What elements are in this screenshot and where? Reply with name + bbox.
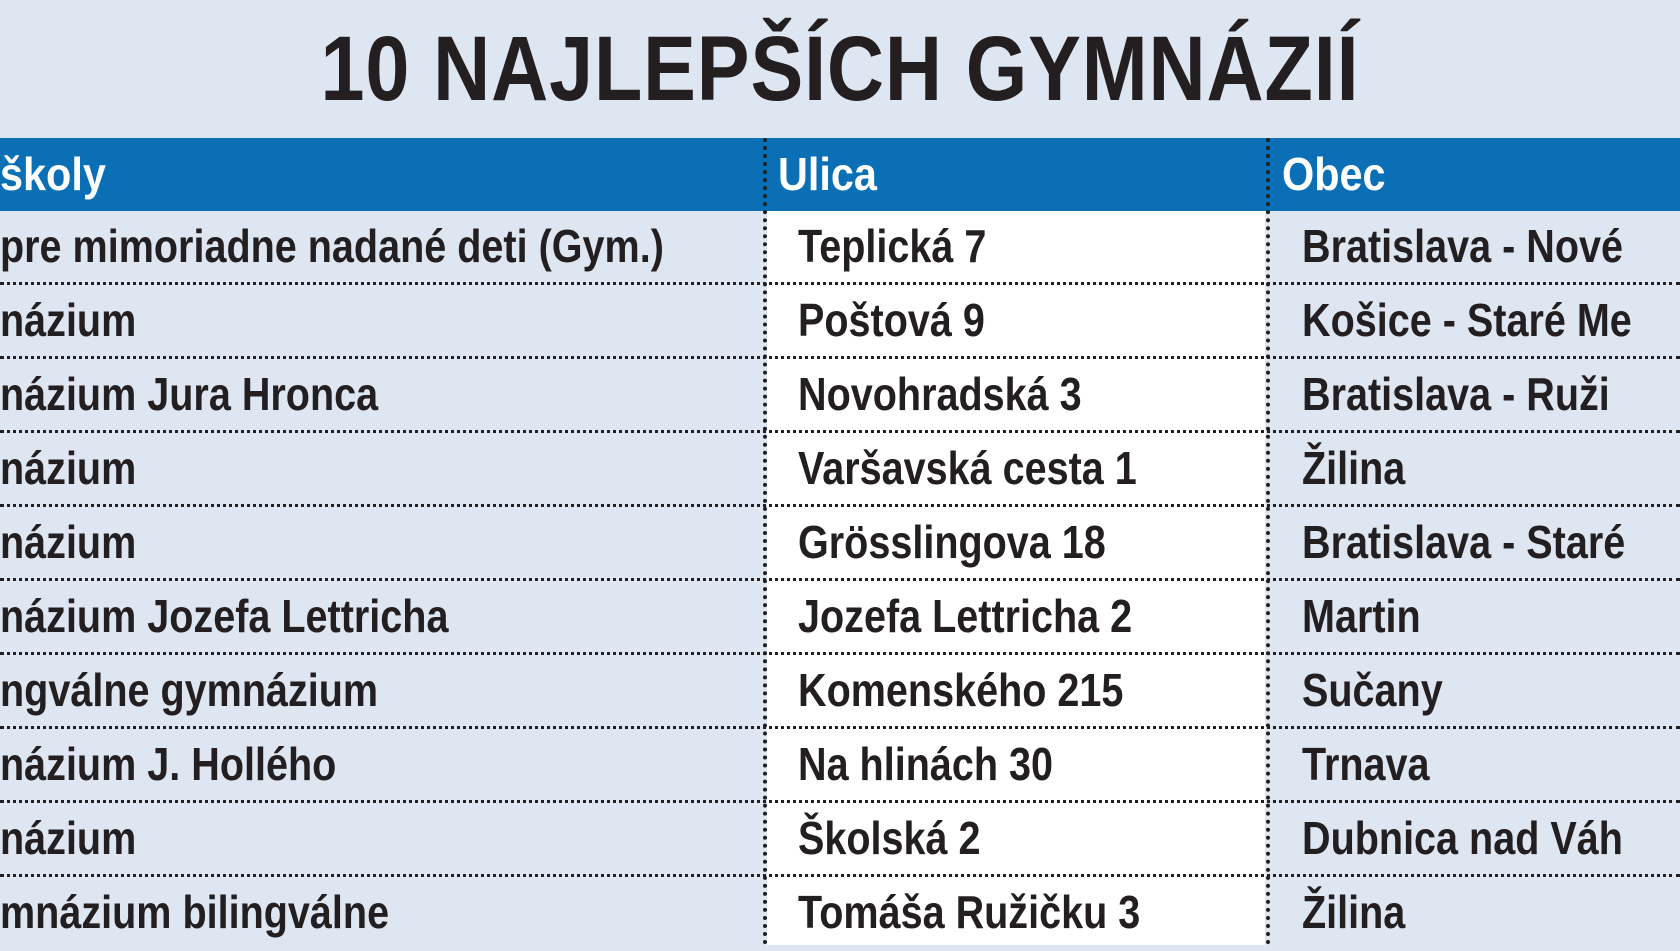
- city-cell: Bratislava - Ruži: [1302, 368, 1610, 420]
- school-name-cell: ngválne gymnázium: [0, 664, 379, 716]
- table-row: názium Jura Hronca Novohradská 3 Bratislav…: [0, 359, 1680, 433]
- table-row: názium Grösslingova 18 Bratislava - Staré: [0, 507, 1680, 581]
- column-header-street: Ulica: [778, 148, 877, 200]
- school-name-cell: mnázium bilingválne: [0, 886, 390, 938]
- city-cell: Košice - Staré Me: [1302, 294, 1632, 346]
- street-cell: Novohradská 3: [798, 368, 1082, 420]
- table-row: mnázium bilingválne Tomáša Ružičku 3 Žilin…: [0, 877, 1680, 951]
- city-cell: Bratislava - Nové: [1302, 220, 1624, 272]
- table-row: názium Varšavská cesta 1 Žilina: [0, 433, 1680, 507]
- street-cell: Na hlinách 30: [798, 738, 1054, 790]
- schools-table: školy Ulica Obec pre mimoriadne nadané d…: [0, 138, 1680, 945]
- school-name-cell: názium: [0, 442, 137, 494]
- city-cell: Bratislava - Staré: [1302, 516, 1626, 568]
- table-header: školy Ulica Obec: [0, 138, 1680, 211]
- school-name-cell: názium Jura Hronca: [0, 368, 379, 420]
- street-cell: Jozefa Lettricha 2: [798, 590, 1133, 642]
- city-cell: Martin: [1302, 590, 1421, 642]
- table-row: pre mimoriadne nadané deti (Gym.) Teplick…: [0, 211, 1680, 285]
- school-name-cell: pre mimoriadne nadané deti (Gym.): [0, 220, 664, 272]
- street-cell: Poštová 9: [798, 294, 985, 346]
- city-cell: Sučany: [1302, 664, 1443, 716]
- column-header-city: Obec: [1282, 148, 1386, 200]
- street-cell: Tomáša Ružičku 3: [798, 886, 1141, 938]
- column-divider: [763, 138, 767, 945]
- column-header-name: školy: [0, 148, 106, 200]
- street-cell: Teplická 7: [798, 220, 987, 272]
- school-name-cell: názium: [0, 812, 137, 864]
- table-row: názium J. Hollého Na hlinách 30 Trnava: [0, 729, 1680, 803]
- street-cell: Školská 2: [798, 812, 981, 864]
- street-cell: Varšavská cesta 1: [798, 442, 1137, 494]
- table-row: ngválne gymnázium Komenského 215 Sučany: [0, 655, 1680, 729]
- city-cell: Žilina: [1302, 886, 1406, 938]
- school-name-cell: názium: [0, 516, 137, 568]
- page-title: 10 NAJLEPŠÍCH GYMNÁZIÍ: [320, 18, 1360, 120]
- street-cell: Komenského 215: [798, 664, 1124, 716]
- school-name-cell: názium: [0, 294, 137, 346]
- table-row: názium Jozefa Lettricha Jozefa Lettricha …: [0, 581, 1680, 655]
- table-row: názium Školská 2 Dubnica nad Váh: [0, 803, 1680, 877]
- table-row: názium Poštová 9 Košice - Staré Me: [0, 285, 1680, 359]
- city-cell: Dubnica nad Váh: [1302, 812, 1623, 864]
- school-name-cell: názium J. Hollého: [0, 738, 337, 790]
- column-divider: [1266, 138, 1270, 945]
- city-cell: Žilina: [1302, 442, 1406, 494]
- school-name-cell: názium Jozefa Lettricha: [0, 590, 449, 642]
- city-cell: Trnava: [1302, 738, 1430, 790]
- street-cell: Grösslingova 18: [798, 516, 1106, 568]
